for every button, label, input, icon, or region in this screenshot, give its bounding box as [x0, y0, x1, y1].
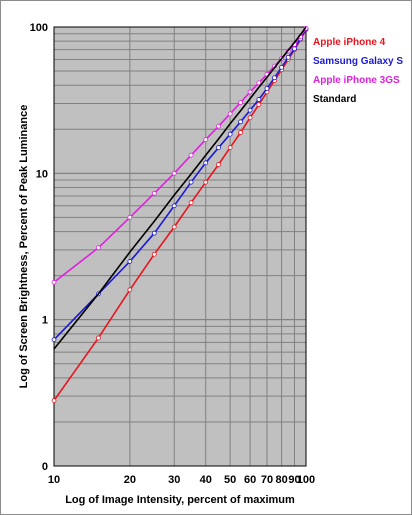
series-point: [227, 145, 233, 150]
series-point: [247, 107, 253, 113]
series-point: [264, 86, 270, 91]
legend: Apple iPhone 4 Samsung Galaxy S Apple iPho…: [313, 37, 403, 105]
series-point: [151, 230, 157, 236]
series-point: [171, 224, 177, 230]
legend-entry: Samsung Galaxy S: [313, 56, 403, 67]
x-tick-label: 100: [297, 474, 315, 486]
series-point: [227, 131, 233, 137]
series-line: [53, 26, 307, 350]
series-point: [256, 80, 262, 86]
legend-entry: Standard: [313, 94, 356, 105]
x-tick-label: 20: [124, 474, 136, 486]
series-layer: [51, 25, 309, 403]
series-point: [127, 259, 133, 264]
y-tick-label: 1: [42, 315, 48, 327]
series-point: [171, 170, 177, 176]
legend-entry: Apple iPhone 3GS: [313, 75, 400, 86]
series-point: [171, 203, 177, 209]
series-point: [151, 251, 157, 257]
plot-area: [54, 27, 306, 466]
y-tick-labels: 0 1 10 100: [30, 22, 48, 473]
series-3: [53, 26, 307, 350]
series-point: [95, 245, 101, 251]
series-point: [227, 111, 233, 117]
series-point: [247, 115, 253, 121]
y-tick-label: 100: [30, 22, 48, 34]
y-tick-label: 10: [36, 168, 48, 180]
series-point: [216, 145, 222, 150]
series-point: [127, 287, 133, 293]
series-point: [247, 89, 253, 95]
series-point: [256, 102, 262, 107]
x-axis-title: Log of Image Intensity, percent of maxim…: [65, 494, 295, 506]
series-point: [188, 200, 194, 206]
series-point: [51, 337, 57, 343]
series-point: [188, 152, 194, 158]
series-point: [188, 179, 194, 185]
series-point: [216, 123, 222, 129]
series-point: [238, 119, 243, 125]
series-point: [51, 279, 57, 285]
x-tick-label: 70: [261, 474, 273, 486]
plot-border: [53, 26, 307, 467]
series-point: [279, 64, 284, 70]
series-1: [51, 26, 309, 343]
x-tick-label: 30: [168, 474, 180, 486]
series-point: [238, 100, 243, 105]
series-point: [203, 160, 209, 166]
series-point: [51, 398, 57, 403]
x-tick-label: 10: [48, 474, 60, 486]
series-point: [292, 46, 297, 52]
x-tick-label: 40: [200, 474, 212, 486]
x-tick-label: 80: [275, 474, 287, 486]
series-point: [272, 75, 277, 81]
series-point: [216, 162, 222, 167]
series-point: [256, 97, 262, 102]
y-axis-title: Log of Screen Brightness, Percent of Pea…: [18, 105, 30, 389]
x-tick-label: 50: [224, 474, 236, 486]
legend-entry: Apple iPhone 4: [313, 37, 386, 48]
x-tick-label: 90: [288, 474, 300, 486]
series-point: [285, 54, 291, 60]
x-tick-label: 60: [244, 474, 256, 486]
series-point: [95, 335, 101, 341]
series-point: [238, 130, 243, 135]
y-tick-label: 0: [42, 461, 48, 473]
series-point: [203, 179, 209, 185]
series-point: [151, 190, 157, 196]
series-point: [203, 137, 209, 143]
series-point: [127, 214, 133, 220]
